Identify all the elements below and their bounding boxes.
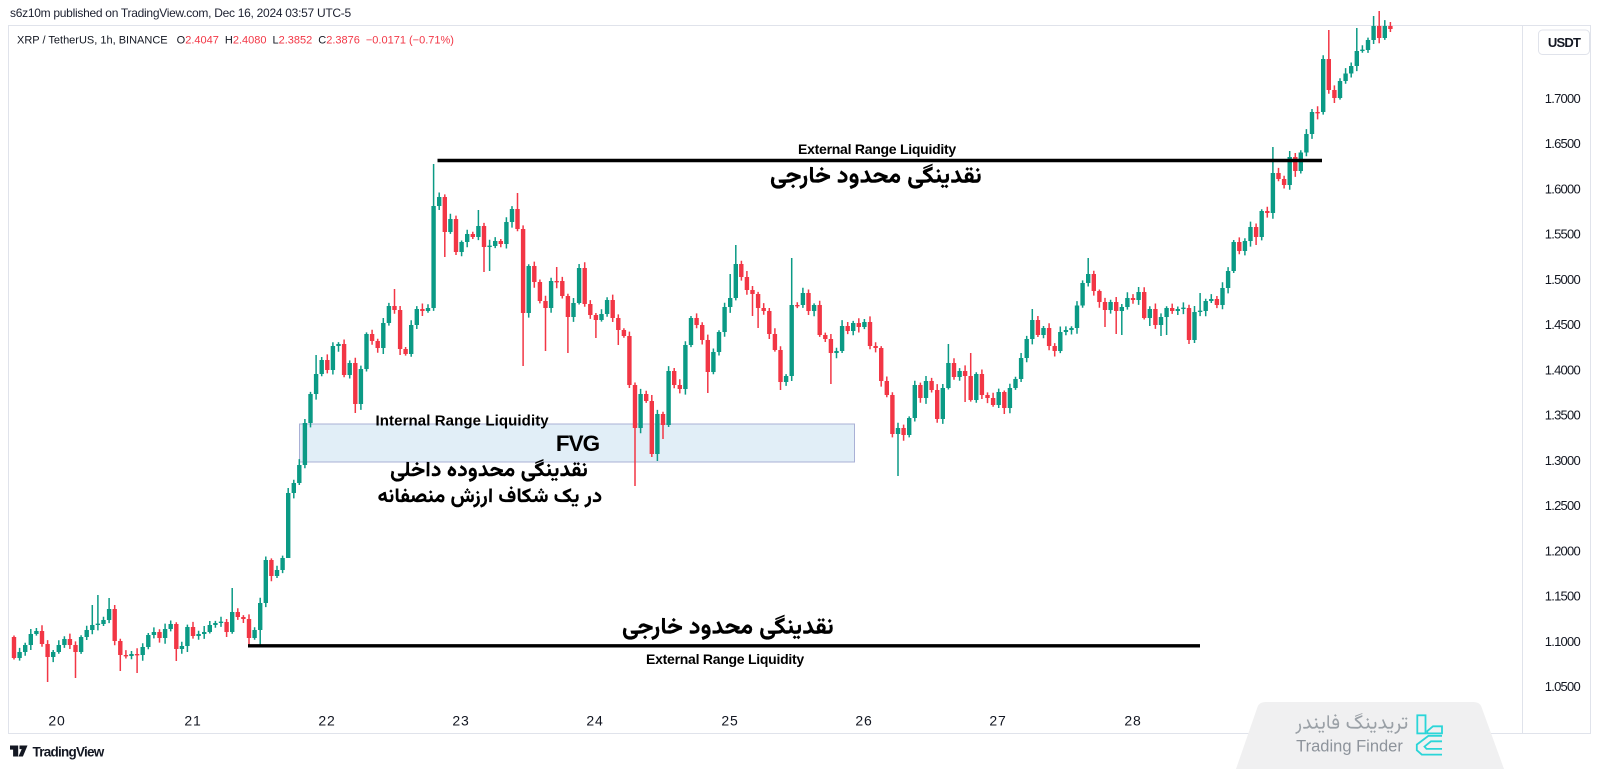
svg-text:1.6500: 1.6500	[1545, 136, 1581, 151]
svg-text:1.5500: 1.5500	[1545, 227, 1581, 242]
svg-text:24: 24	[586, 713, 603, 729]
svg-text:23: 23	[452, 713, 469, 729]
svg-text:22: 22	[318, 713, 335, 729]
svg-text:Trading Finder: Trading Finder	[1296, 738, 1403, 756]
svg-text:1.3500: 1.3500	[1545, 408, 1581, 423]
svg-text:26: 26	[855, 713, 872, 729]
svg-text:External Range Liquidity: External Range Liquidity	[798, 141, 956, 157]
svg-text:1.5000: 1.5000	[1545, 272, 1581, 287]
svg-text:28: 28	[1124, 713, 1141, 729]
svg-text:TradingView: TradingView	[33, 745, 105, 760]
svg-text:FVG: FVG	[556, 431, 600, 456]
svg-text:1.7000: 1.7000	[1545, 91, 1581, 106]
svg-text:21: 21	[184, 713, 201, 729]
svg-text:27: 27	[989, 713, 1006, 729]
svg-text:XRP / TetherUS, 1h, BINANCE O2: XRP / TetherUS, 1h, BINANCE O2.4047 H2.40…	[17, 35, 454, 47]
svg-text:1.2500: 1.2500	[1545, 498, 1581, 513]
svg-text:25: 25	[721, 713, 738, 729]
svg-text:1.4000: 1.4000	[1545, 362, 1581, 377]
svg-text:1.1500: 1.1500	[1545, 589, 1581, 604]
svg-text:1.3000: 1.3000	[1545, 453, 1581, 468]
svg-text:Internal Range Liquidity: Internal Range Liquidity	[376, 413, 550, 430]
svg-text:1.2000: 1.2000	[1545, 543, 1581, 558]
svg-text:s6z10m published on TradingVie: s6z10m published on TradingView.com, Dec…	[10, 6, 352, 20]
svg-text:20: 20	[48, 713, 65, 729]
svg-text:1.4500: 1.4500	[1545, 317, 1581, 332]
svg-text:USDT: USDT	[1548, 35, 1581, 50]
svg-text:1.0500: 1.0500	[1545, 679, 1581, 694]
svg-text:External Range Liquidity: External Range Liquidity	[646, 651, 804, 667]
svg-text:1.1000: 1.1000	[1545, 634, 1581, 649]
svg-text:1.6000: 1.6000	[1545, 181, 1581, 196]
